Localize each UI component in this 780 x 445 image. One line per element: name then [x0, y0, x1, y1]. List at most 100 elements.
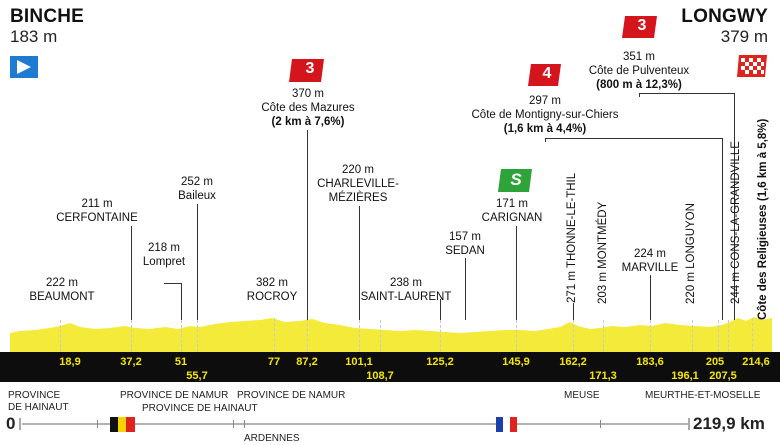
start-city: BINCHE — [10, 6, 85, 27]
climb-category-mazures: 3 — [305, 60, 315, 77]
climb-pulventeux: 351 m Côte de Pulventeux (800 m à 12,3%) — [588, 51, 690, 91]
km-mark: 171,3 — [589, 370, 617, 382]
finish-altitude: 379 m — [720, 27, 768, 46]
leader-lompret — [181, 283, 182, 320]
leader-marville — [650, 275, 651, 320]
leader-baileux — [197, 204, 198, 320]
km-mark: 125,2 — [426, 356, 454, 368]
guide — [380, 320, 381, 352]
km-mark: 77 — [267, 356, 281, 368]
climb-category-pulventeux: 3 — [637, 17, 647, 34]
km-mark: 87,2 — [296, 356, 318, 368]
region-meurthe-et-moselle: MEURTHE-ET-MOSELLE — [645, 390, 761, 401]
place-thonne: 271 m THONNE-LE-THIL — [566, 172, 578, 303]
region-tick — [233, 420, 234, 428]
region-hainaut-1: PROVINCE DE HAINAUT — [8, 390, 69, 413]
leader-montigny-top — [545, 138, 723, 139]
leader-montigny-stub — [545, 138, 546, 142]
belgium-flag-icon — [110, 417, 135, 432]
km-mark: 108,7 — [366, 370, 394, 382]
place-lompret: 218 m Lompret — [142, 242, 186, 268]
leader-pulventeux-top — [639, 93, 735, 97]
km-mark: 101,1 — [345, 356, 373, 368]
leader-montigny — [722, 138, 723, 320]
region-tick — [600, 420, 601, 428]
km-mark: 196,1 — [671, 370, 699, 382]
climb-flag-montigny-icon — [528, 64, 561, 86]
place-cons: 244 m CONS-LA-GRANDVILLE — [730, 141, 742, 304]
leader-charleville — [359, 206, 360, 320]
finish-city: LONGWY — [681, 6, 768, 27]
total-distance: 219,9 km — [693, 414, 765, 433]
elevation-profile — [10, 317, 772, 352]
leader-pulventeux — [734, 93, 735, 320]
start-flag-icon — [10, 56, 38, 78]
finish-flag-icon — [737, 55, 767, 77]
climb-montigny: 297 m Côte de Montigny-sur-Chiers (1,6 k… — [471, 95, 619, 135]
region-ardennes: ARDENNES — [244, 433, 300, 444]
climb-flag-mazures-icon — [289, 59, 324, 82]
place-sedan: 157 m SEDAN — [445, 231, 485, 257]
guide — [359, 320, 360, 352]
km-mark: 207,5 — [709, 370, 737, 382]
place-marville: 224 m MARVILLE — [621, 248, 679, 274]
climb-religieuses: Côte des Religieuses (1,6 km à 5,8%) — [757, 118, 769, 320]
guide — [197, 320, 198, 352]
sprint-label: S — [510, 170, 522, 189]
guide — [752, 318, 753, 352]
km-band — [0, 352, 780, 382]
place-cerfontaine: 211 m CERFONTAINE — [56, 198, 138, 224]
km-mark: 162,2 — [559, 356, 587, 368]
km-mark: 55,7 — [186, 370, 208, 382]
climb-mazures: 370 m Côte des Mazures (2 km à 7,6%) — [261, 88, 355, 128]
leader-cerfontaine — [131, 226, 132, 320]
guide — [181, 320, 182, 352]
leader-thonne — [573, 303, 574, 320]
climb-category-montigny: 4 — [542, 65, 552, 82]
region-namur-2: PROVINCE DE NAMUR — [237, 390, 346, 401]
guide — [131, 320, 132, 352]
guide — [718, 320, 719, 352]
guide — [573, 320, 574, 352]
km-mark: 214,6 — [742, 356, 770, 368]
region-hainaut-2: PROVINCE DE HAINAUT — [142, 403, 258, 414]
climb-flag-pulventeux-icon — [622, 16, 657, 38]
km-mark: 18,9 — [59, 356, 81, 368]
start-altitude: 183 m — [10, 27, 58, 46]
place-charleville: 220 m CHARLEVILLE- MÉZIÈRES — [317, 164, 399, 204]
place-beaumont: 222 m BEAUMONT — [29, 277, 95, 303]
km-mark: 183,6 — [636, 356, 664, 368]
leader-saintlaurent — [440, 299, 441, 320]
region-tick — [97, 420, 98, 428]
place-rocroy: 382 m ROCROY — [246, 277, 298, 303]
place-carignan: 171 m CARIGNAN — [481, 198, 543, 224]
place-longuyon: 220 m LONGUYON — [685, 203, 697, 304]
km-mark: 51 — [174, 356, 188, 368]
guide — [650, 320, 651, 352]
guide — [516, 320, 517, 352]
sprint-flag-icon — [498, 169, 532, 192]
region-tick — [244, 420, 245, 428]
leader-mazures — [307, 130, 308, 320]
place-baileux: 252 m Baileux — [178, 176, 216, 202]
km-mark: 37,2 — [120, 356, 142, 368]
leader-lompret-h — [164, 283, 181, 284]
guide — [603, 320, 604, 352]
region-meuse: MEUSE — [564, 390, 600, 401]
place-montmedy: 203 m MONTMÉDY — [597, 201, 609, 304]
km-mark: 145,9 — [502, 356, 530, 368]
guide — [274, 318, 275, 352]
france-flag-icon — [496, 417, 517, 432]
leader-carignan — [516, 226, 517, 320]
guide — [440, 320, 441, 352]
guide — [728, 320, 729, 352]
start-km: 0 — [6, 414, 16, 433]
guide — [60, 320, 61, 352]
km-mark: 205 — [705, 356, 725, 368]
place-saintlaurent: 238 m SAINT-LAURENT — [360, 277, 452, 303]
guide — [307, 318, 308, 352]
region-namur-1: PROVINCE DE NAMUR — [120, 390, 229, 401]
leader-sedan — [465, 258, 466, 320]
guide — [692, 320, 693, 352]
